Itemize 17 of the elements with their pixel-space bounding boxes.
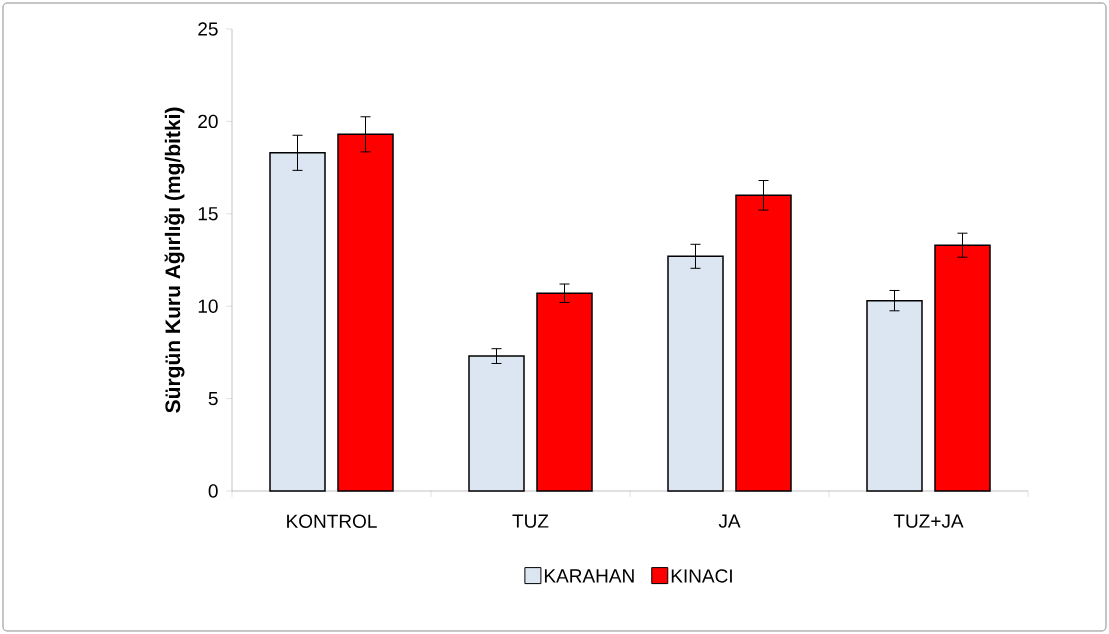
bar [536,292,593,492]
y-tick-label: 20 [198,114,218,129]
y-tick-label: 10 [198,299,218,313]
y-axis-title: Sürgün Kuru Ağırlığı (mg/bitki) [164,107,185,413]
bar [667,255,724,492]
y-tick-label: 25 [198,22,218,36]
y-tick-label: 0 [208,484,218,498]
x-tick-label: JA [718,514,741,528]
y-tick-label: 5 [208,391,218,406]
legend-label: KARAHAN [544,569,634,583]
legend-label: KINACI [671,569,732,583]
x-tick-label: KONTROL [287,514,377,528]
x-tick-label: TUZ [512,514,549,528]
bar [735,194,792,492]
x-tick-label: TUZ+JA [893,514,964,528]
bar [337,133,394,492]
y-tick-label: 15 [198,207,218,221]
